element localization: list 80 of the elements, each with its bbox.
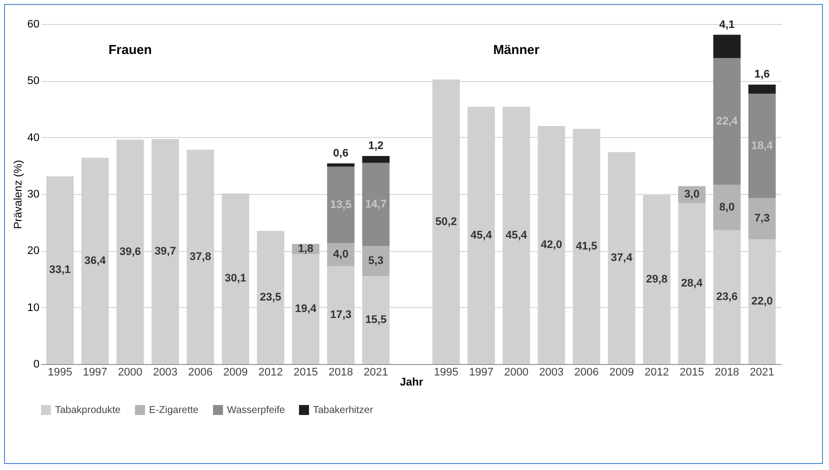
y-tick-label: 40: [27, 132, 40, 144]
data-label: 22,0: [751, 296, 773, 308]
legend-label: Tabakprodukte: [55, 405, 122, 416]
data-label: 41,5: [576, 240, 598, 252]
x-tick-label: 2021: [750, 366, 774, 378]
data-label: 29,8: [646, 274, 668, 286]
bar: [748, 94, 776, 198]
data-label: 14,7: [365, 198, 387, 210]
x-tick-label: 2012: [258, 366, 283, 378]
data-label: 1,8: [298, 242, 314, 255]
data-label: 37,8: [190, 250, 212, 263]
x-tick-label: 2009: [223, 366, 248, 378]
data-label: 45,4: [470, 229, 493, 242]
data-label: 50,2: [435, 216, 457, 228]
data-label: 45,4: [506, 229, 528, 242]
x-tick-label: 2018: [328, 366, 354, 378]
bar: [713, 58, 741, 185]
data-label: 15,5: [365, 314, 387, 326]
data-label: 36,4: [84, 254, 107, 267]
data-label: 23,6: [716, 291, 738, 304]
data-label: 5,3: [368, 255, 384, 268]
data-label: 7,3: [754, 212, 770, 225]
data-label: 0,6: [333, 147, 348, 160]
y-tick-label: 0: [33, 358, 40, 370]
data-label: 22,4: [716, 115, 739, 128]
x-tick-label: 2000: [118, 366, 142, 378]
legend-label: Tabakerhitzer: [313, 405, 374, 416]
x-tick-label: 2015: [293, 366, 318, 378]
y-tick-label: 20: [27, 245, 40, 258]
bar: [748, 198, 776, 240]
x-tick-label: 2006: [574, 366, 599, 378]
data-label: 28,4: [681, 278, 704, 290]
data-label: 17,3: [330, 308, 352, 321]
x-tick-label: 1997: [468, 366, 494, 378]
x-tick-label: 2012: [644, 366, 669, 378]
y-tick-label: 50: [27, 75, 40, 88]
data-label: 33,1: [49, 264, 71, 276]
x-tick-label: 2009: [609, 366, 634, 378]
data-label: 4,1: [719, 18, 735, 31]
data-label: 37,4: [610, 252, 634, 264]
bar: [362, 156, 390, 163]
data-label: 18,4: [751, 140, 774, 152]
bar: [713, 34, 741, 58]
data-label: 23,5: [260, 291, 282, 304]
legend-label: E-Zigarette: [149, 405, 199, 416]
data-label: 1,2: [368, 140, 384, 152]
bar: [327, 163, 354, 167]
data-label: 1,6: [754, 68, 770, 81]
x-tick-label: 1995: [48, 366, 72, 378]
x-tick-label: 1997: [82, 366, 108, 378]
annotation: Frauen: [108, 42, 152, 57]
x-tick-label: 2000: [504, 366, 529, 378]
legend-label: Wasserpfeife: [227, 405, 286, 416]
x-tick-label: 2003: [539, 366, 564, 378]
x-tick-label: 2018: [714, 366, 740, 378]
data-label: 39,6: [119, 246, 141, 258]
x-axis-title: Jahr: [400, 376, 424, 388]
bar: [713, 184, 741, 230]
bar: [327, 166, 354, 244]
data-label: 8,0: [719, 202, 735, 214]
bar: [362, 162, 390, 246]
data-label: 39,7: [154, 246, 176, 258]
x-tick-label: 2021: [364, 366, 388, 378]
y-tick-label: 30: [27, 188, 40, 200]
data-label: 3,0: [684, 188, 700, 201]
data-label: 42,0: [540, 239, 562, 251]
data-label: 19,4: [294, 303, 318, 316]
bar: [748, 84, 776, 94]
y-axis-title: Prävalenz (%): [12, 160, 24, 230]
x-tick-label: 2003: [153, 366, 178, 378]
x-tick-label: 2006: [188, 366, 213, 378]
annotation: Männer: [493, 42, 540, 57]
data-label: 30,1: [224, 272, 246, 285]
x-tick-label: 2015: [680, 366, 704, 378]
data-label: 13,5: [330, 199, 352, 212]
y-tick-label: 10: [27, 302, 40, 314]
data-label: 4,0: [333, 248, 348, 261]
x-tick-label: 1995: [434, 366, 458, 378]
y-tick-label: 60: [27, 18, 40, 30]
bar: [362, 246, 390, 276]
